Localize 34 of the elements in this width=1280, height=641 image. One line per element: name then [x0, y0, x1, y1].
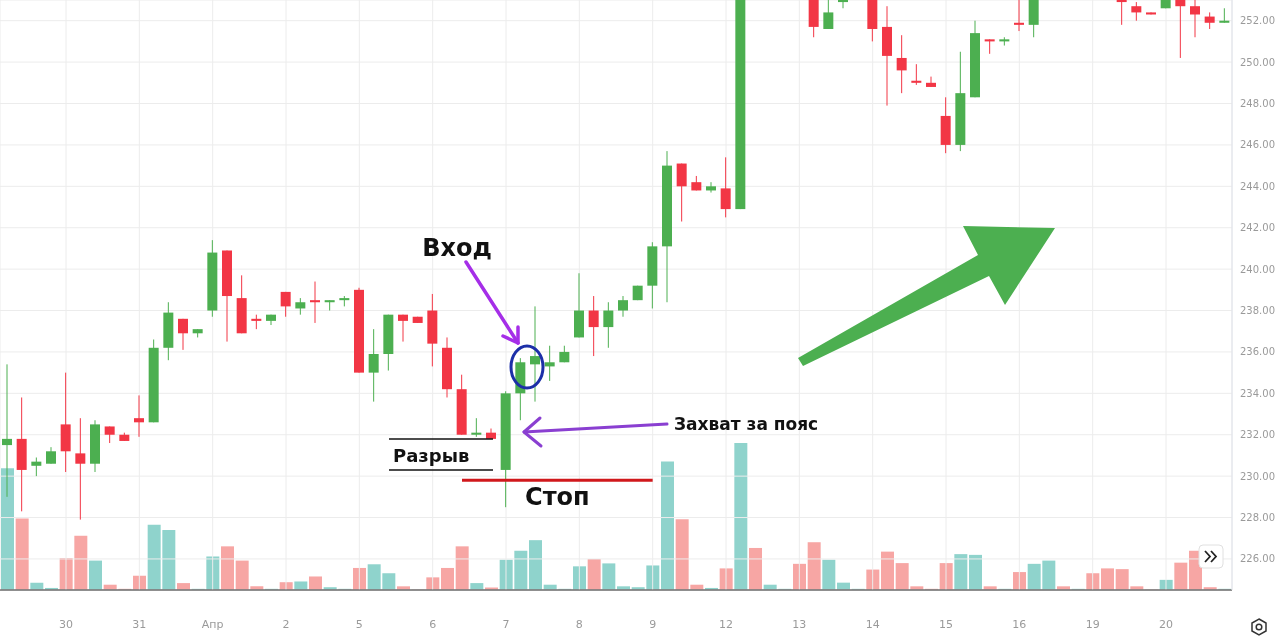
y-tick-label: 236.00 — [1240, 346, 1275, 358]
x-tick-label: 7 — [502, 617, 510, 631]
y-tick-label: 238.00 — [1240, 305, 1275, 317]
y-tick-label: 242.00 — [1240, 222, 1275, 234]
y-tick-label: 248.00 — [1240, 98, 1275, 110]
y-tick-label: 226.00 — [1240, 553, 1275, 565]
y-tick-label: 228.00 — [1240, 512, 1275, 524]
x-tick-label: 13 — [792, 617, 807, 631]
ref-line-label: Стоп — [525, 483, 590, 512]
x-tick-label: 15 — [939, 617, 953, 631]
x-tick-label: 20 — [1159, 617, 1173, 631]
x-tick-label: 30 — [59, 617, 73, 631]
y-tick-label: 252.00 — [1240, 15, 1275, 27]
x-tick-label: 31 — [132, 617, 147, 631]
y-tick-label: 250.00 — [1240, 56, 1275, 68]
x-tick-label: 6 — [429, 617, 437, 631]
y-tick-label: 230.00 — [1240, 470, 1275, 482]
x-tick-label: 14 — [865, 617, 880, 631]
annotation: Захват за пояс — [674, 414, 819, 434]
annotation: Вход — [422, 234, 492, 262]
x-tick-label: 16 — [1012, 617, 1027, 631]
y-tick-label: 232.00 — [1240, 429, 1275, 441]
y-tick-label: 234.00 — [1240, 387, 1275, 399]
x-tick-label: 12 — [719, 617, 733, 631]
x-tick-label: 8 — [575, 617, 583, 631]
x-tick-label: 2 — [282, 617, 290, 631]
y-tick-label: 240.00 — [1240, 263, 1275, 275]
annotation: Разрыв — [393, 445, 470, 466]
x-tick-label: 19 — [1085, 617, 1100, 631]
x-tick-label: 5 — [355, 617, 363, 631]
x-tick-label: 9 — [649, 617, 657, 631]
y-tick-label: 246.00 — [1240, 139, 1275, 151]
x-tick-label: Апр — [201, 617, 224, 631]
y-tick-label: 244.00 — [1240, 180, 1275, 192]
